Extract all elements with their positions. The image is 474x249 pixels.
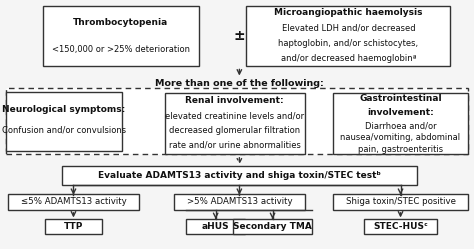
Text: haptoglobin, and/or schistocytes,: haptoglobin, and/or schistocytes, [278, 39, 419, 48]
Text: decreased glomerular filtration: decreased glomerular filtration [169, 126, 300, 135]
FancyBboxPatch shape [6, 92, 122, 150]
Text: >5% ADAMTS13 activity: >5% ADAMTS13 activity [187, 197, 292, 206]
Text: aHUS: aHUS [202, 222, 229, 231]
FancyBboxPatch shape [62, 166, 417, 185]
Text: Gastrointestinal: Gastrointestinal [359, 94, 442, 103]
Text: More than one of the following:: More than one of the following: [155, 79, 324, 88]
FancyBboxPatch shape [333, 194, 468, 210]
Text: pain, gastroenteritis: pain, gastroenteritis [358, 145, 443, 154]
Text: ±: ± [234, 29, 245, 43]
FancyBboxPatch shape [45, 219, 102, 234]
Text: ≤5% ADAMTS13 activity: ≤5% ADAMTS13 activity [20, 197, 127, 206]
Text: Confusion and/or convulsions: Confusion and/or convulsions [2, 125, 126, 134]
Text: elevated creatinine levels and/or: elevated creatinine levels and/or [165, 111, 304, 120]
Text: Elevated LDH and/or decreased: Elevated LDH and/or decreased [282, 24, 415, 33]
Text: rate and/or urine abnormalities: rate and/or urine abnormalities [169, 140, 301, 149]
Text: Renal involvement:: Renal involvement: [185, 96, 284, 105]
FancyBboxPatch shape [174, 194, 304, 210]
Text: Neurological symptoms:: Neurological symptoms: [2, 105, 126, 114]
Text: Diarrhoea and/or: Diarrhoea and/or [365, 121, 437, 130]
Text: and/or decreased haemoglobinª: and/or decreased haemoglobinª [281, 54, 416, 62]
Text: Secondary TMA: Secondary TMA [233, 222, 312, 231]
FancyBboxPatch shape [246, 6, 450, 66]
Text: nausea/vomiting, abdominal: nausea/vomiting, abdominal [340, 133, 461, 142]
Text: Thrombocytopenia: Thrombocytopenia [73, 18, 168, 27]
Text: Evaluate ADAMTS13 activity and shiga toxin/STEC testᵇ: Evaluate ADAMTS13 activity and shiga tox… [98, 171, 381, 180]
FancyBboxPatch shape [364, 219, 437, 234]
Text: Microangiopathic haemolysis: Microangiopathic haemolysis [274, 8, 423, 17]
FancyBboxPatch shape [165, 93, 304, 154]
FancyBboxPatch shape [186, 219, 246, 234]
FancyBboxPatch shape [6, 88, 468, 154]
Text: STEC-HUSᶜ: STEC-HUSᶜ [373, 222, 428, 231]
FancyBboxPatch shape [43, 6, 199, 66]
FancyBboxPatch shape [333, 93, 468, 154]
FancyBboxPatch shape [233, 219, 311, 234]
Text: <150,000 or >25% deterioration: <150,000 or >25% deterioration [52, 45, 190, 54]
Text: involvement:: involvement: [367, 108, 434, 117]
FancyBboxPatch shape [8, 194, 138, 210]
Text: TTP: TTP [64, 222, 83, 231]
Text: Shiga toxin/STEC positive: Shiga toxin/STEC positive [346, 197, 456, 206]
